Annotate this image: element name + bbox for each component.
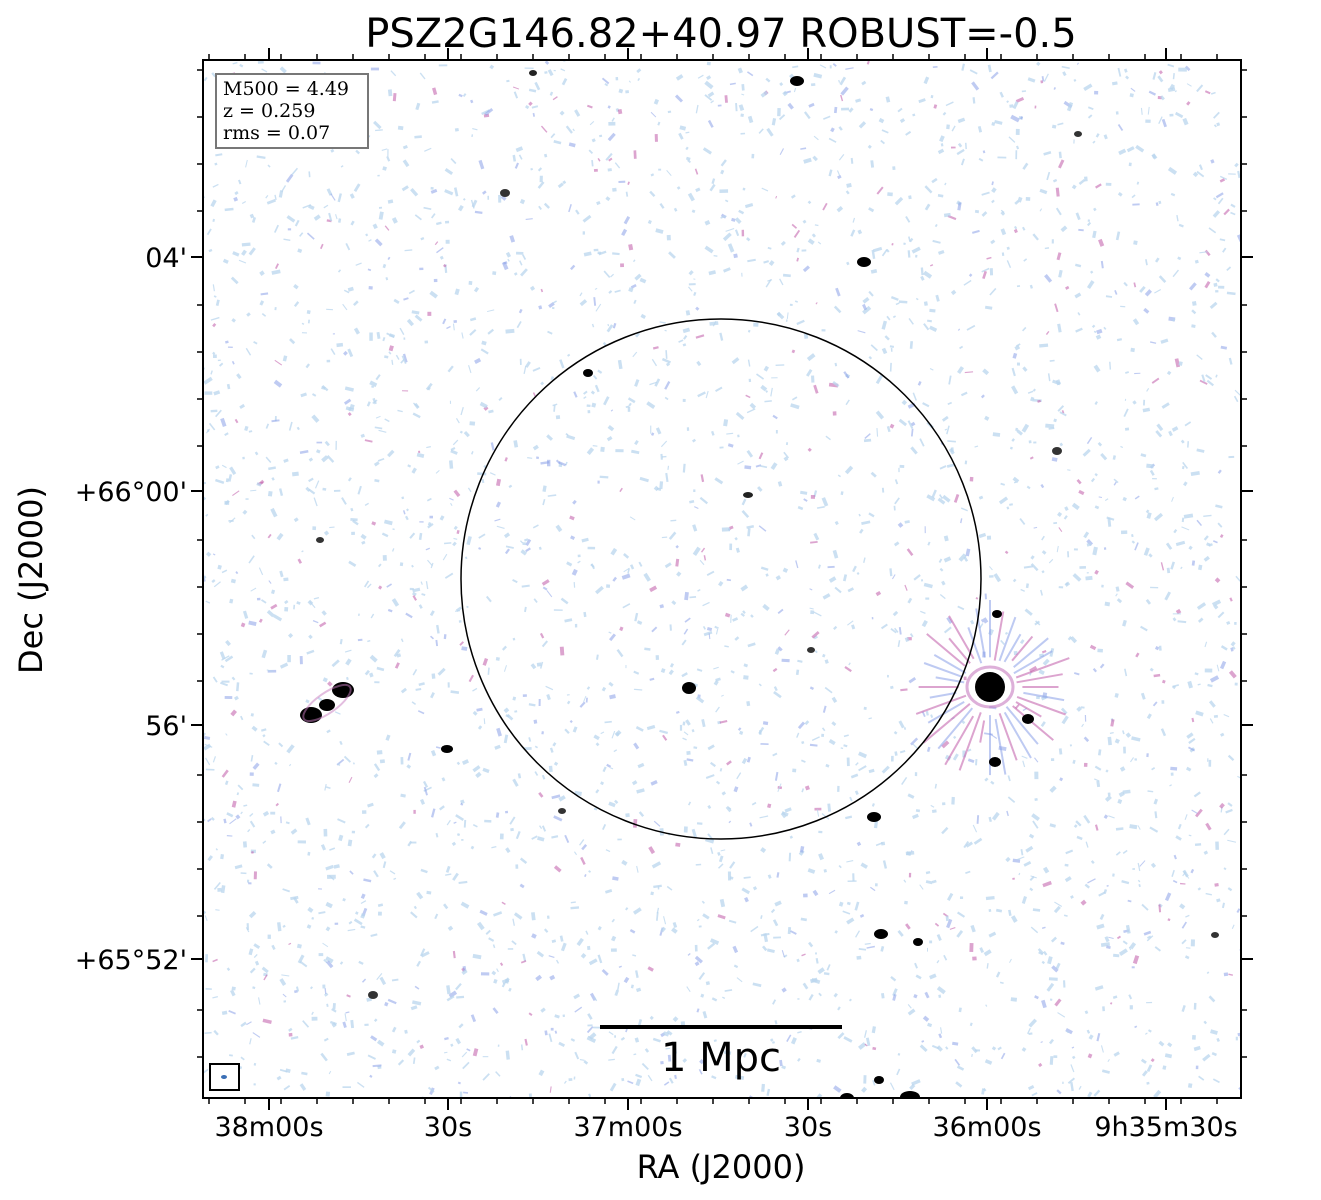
x-tick-label: 30s [424, 1112, 472, 1143]
mass-text: M500 = 4.49 [223, 78, 349, 100]
bright-radio-source [965, 665, 1015, 709]
y-tick-label: 04' [145, 243, 187, 274]
scalebar-label: 1 Mpc [661, 1035, 781, 1081]
noise-texture [203, 60, 1241, 1098]
x-tick-label: 9h35m30s [1094, 1112, 1237, 1143]
y-tick-label: +66°00' [75, 477, 187, 508]
redshift-text: z = 0.259 [223, 100, 315, 122]
x-tick-label: 30s [784, 1112, 832, 1143]
beam-ellipse [221, 1075, 227, 1079]
extended-radio-source [300, 682, 354, 723]
info-box: M500 = 4.49 z = 0.259 rms = 0.07 [215, 73, 369, 149]
x-tick-label: 36m00s [932, 1112, 1041, 1143]
scalebar: 1 Mpc [600, 1025, 842, 1081]
x-axis-label: RA (J2000) [637, 1148, 806, 1186]
x-tick-label: 38m00s [214, 1112, 323, 1143]
beam-box [209, 1063, 240, 1091]
x-tick-label: 37m00s [573, 1112, 682, 1143]
plot-frame [202, 59, 1242, 1099]
info-box-frame [215, 73, 369, 149]
y-tick-label: 56' [145, 711, 187, 742]
axis-ticks [191, 48, 1253, 1110]
y-tick-label: +65°52' [75, 945, 187, 976]
radio-sources [300, 70, 1219, 1098]
rms-text: rms = 0.07 [223, 122, 330, 144]
map-background [203, 60, 1241, 1098]
plot-title: PSZ2G146.82+40.97 ROBUST=-0.5 [365, 11, 1076, 57]
cluster-radius-circle [460, 318, 982, 840]
compact-source [316, 70, 1219, 1098]
x-tick-labels: 38m00s 30s 37m00s 30s 36m00s 9h35m30s [214, 1112, 1237, 1143]
y-tick-labels: 04' +66°00' 56' +65°52' [75, 243, 187, 976]
y-axis-label: Dec (J2000) [12, 486, 50, 674]
